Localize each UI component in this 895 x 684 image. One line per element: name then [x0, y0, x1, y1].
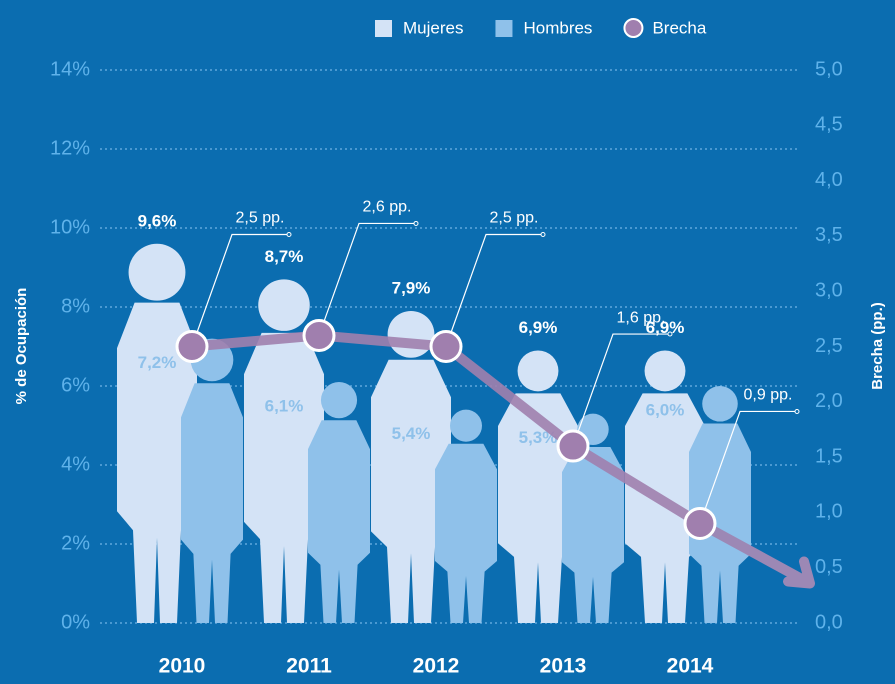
legend-label: Brecha [652, 18, 706, 37]
y2-tick-label: 3,5 [815, 224, 843, 246]
point [304, 320, 334, 350]
y2-tick-label: 0,5 [815, 556, 843, 578]
y2-tick-label: 0,0 [815, 611, 843, 633]
legend-label: Hombres [523, 18, 592, 37]
y-tick-label: 14% [50, 58, 90, 80]
y-tick-label: 0% [61, 611, 90, 633]
y-tick-label: 12% [50, 137, 90, 159]
y-tick-label: 4% [61, 453, 90, 475]
point [685, 508, 715, 538]
x-tick-label: 2010 [159, 655, 206, 678]
y2-tick-label: 2,0 [815, 390, 843, 412]
x-tick-label: 2011 [286, 655, 332, 678]
value-label: 5,4% [392, 424, 431, 443]
legend-swatch [375, 20, 392, 37]
value-label: 6,9% [519, 318, 558, 337]
value-label: 2,6 pp. [363, 199, 412, 216]
value-label: 8,7% [265, 247, 304, 266]
y2-tick-label: 5,0 [815, 58, 843, 80]
y-tick-label: 2% [61, 532, 90, 554]
y-axis-title: % de Ocupación [13, 288, 30, 405]
point [558, 431, 588, 461]
y2-tick-label: 4,5 [815, 114, 843, 136]
value-label: 7,2% [138, 353, 177, 372]
x-tick-label: 2012 [413, 655, 460, 678]
y2-tick-label: 3,0 [815, 279, 843, 301]
y-tick-label: 10% [50, 216, 90, 238]
value-label: 1,6 pp. [617, 309, 666, 326]
legend-swatch [624, 19, 642, 37]
y2-tick-label: 2,5 [815, 335, 843, 357]
value-label: 2,5 pp. [490, 210, 539, 227]
value-label: 2,5 pp. [236, 210, 285, 227]
x-tick-label: 2013 [540, 655, 587, 678]
x-tick-label: 2014 [667, 655, 714, 678]
value-label: 0,9 pp. [744, 387, 793, 404]
legend-swatch [495, 20, 512, 37]
value-label: 6,0% [646, 400, 685, 419]
legend-item: Mujeres [375, 18, 463, 37]
value-label: 9,6% [138, 211, 177, 230]
legend-label: Mujeres [403, 18, 463, 37]
point [431, 332, 461, 362]
y-tick-label: 8% [61, 295, 90, 317]
y2-tick-label: 4,0 [815, 169, 843, 191]
point [177, 332, 207, 362]
y2-tick-label: 1,5 [815, 445, 843, 467]
y2-tick-label: 1,0 [815, 501, 843, 523]
value-label: 6,1% [265, 397, 304, 416]
chart: % de Ocupación Brecha (pp.) 0% 2% 4% 6% 8% 10… [0, 0, 895, 684]
y2-axis-title: Brecha (pp.) [869, 302, 886, 390]
value-label: 7,9% [392, 278, 431, 297]
legend-item: Brecha [624, 18, 706, 37]
legend-item: Hombres [495, 18, 592, 37]
y-tick-label: 6% [61, 374, 90, 396]
